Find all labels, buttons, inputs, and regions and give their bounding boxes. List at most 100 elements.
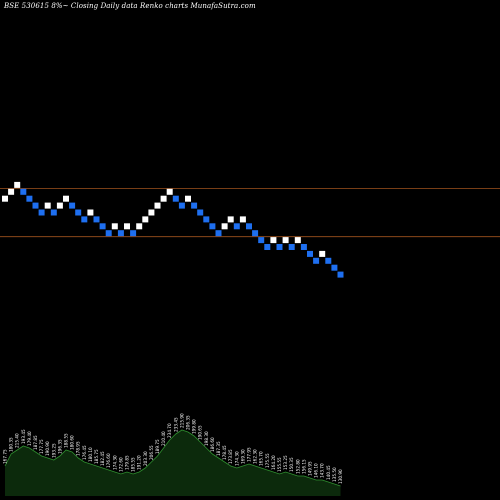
renko-brick-down (252, 230, 259, 237)
volume-label: 188.55 (64, 433, 69, 448)
renko-brick-up (111, 223, 118, 230)
renko-brick-down (246, 223, 252, 230)
volume-label: 176.60 (106, 453, 111, 468)
volume-label: 130.90 (338, 469, 343, 484)
volume-label: 196.35 (57, 439, 62, 454)
volume-label: 177.75 (39, 439, 44, 454)
renko-brick-down (313, 257, 320, 264)
price-level-lines (0, 187, 500, 238)
volume-label: 169.30 (240, 449, 245, 464)
renko-brick-up (63, 195, 69, 202)
renko-brick-up (227, 216, 234, 223)
volume-label: 149.95 (308, 461, 313, 476)
volume-label: 190.90 (45, 441, 50, 456)
volume-label: 206.55 (149, 445, 154, 460)
renko-brick-down (276, 244, 283, 250)
renko-brick-up (239, 216, 246, 223)
volume-label: 191.20 (137, 455, 142, 470)
volume-label: 187.35 (216, 441, 221, 456)
volume-label: 155.55 (277, 457, 282, 472)
renko-brick-down (172, 195, 179, 202)
volume-label: 162.30 (253, 449, 258, 464)
volume-label: 187.85 (33, 435, 38, 450)
volume-label: 185.55 (131, 457, 136, 472)
renko-brick-down (307, 250, 313, 257)
renko-brick-down (117, 230, 124, 237)
volume-label: 177.95 (247, 447, 252, 462)
volume-label: 206.35 (186, 415, 191, 430)
volume-label: 185.75 (94, 449, 99, 464)
renko-brick-up (44, 202, 51, 209)
renko-brick-down (209, 223, 216, 230)
volume-label: 165.70 (259, 451, 264, 466)
renko-brick-up (14, 181, 21, 188)
renko-brick-down (75, 209, 82, 216)
volume-label: 193.25 (51, 443, 56, 458)
volume-label: 143.70 (320, 463, 325, 478)
renko-brick-down (264, 244, 271, 250)
volume-label: 179.40 (27, 431, 32, 446)
renko-brick-down (26, 195, 33, 202)
volume-label: 193.45 (21, 429, 26, 444)
renko-brick-down (50, 209, 57, 216)
renko-brick-down (325, 257, 332, 264)
volume-area-fill (5, 430, 341, 496)
renko-brick-down (215, 230, 222, 237)
volume-label: 152.80 (295, 459, 300, 474)
renko-brick-up (142, 216, 149, 223)
renko-brick-down (105, 230, 112, 237)
renko-brick-down (20, 188, 27, 195)
renko-brick-down (258, 237, 265, 244)
renko-brick-down (81, 216, 88, 223)
volume-label: 178.95 (76, 441, 81, 456)
volume-label: 153.25 (283, 455, 288, 470)
volume-label: 150.35 (289, 457, 294, 472)
volume-label: 199.80 (192, 419, 197, 434)
renko-brick-up (2, 195, 8, 202)
renko-brick-down (191, 202, 198, 209)
volume-label: 233.45 (173, 417, 178, 432)
renko-brick-up (8, 188, 15, 195)
volume-label: 172.60 (118, 457, 123, 472)
volume-label: 164.20 (271, 455, 276, 470)
renko-brick-up (148, 209, 155, 216)
volume-label: 179.85 (125, 455, 130, 470)
renko-brick-down (99, 223, 106, 230)
renko-brick-up (185, 195, 191, 202)
renko-brick-up (282, 237, 289, 244)
renko-brick-up (166, 188, 173, 195)
volume-label: 175.55 (265, 453, 270, 468)
renko-brick-down (197, 209, 204, 216)
renko-brick-down (300, 244, 307, 250)
renko-brick-down (178, 202, 185, 209)
renko-brick-up (319, 250, 326, 257)
renko-brick-down (233, 223, 240, 230)
volume-label: 180.60 (70, 435, 75, 450)
renko-brick-up (160, 195, 167, 202)
renko-brick-down (38, 209, 45, 216)
renko-bricks (2, 181, 344, 278)
volume-label: 215.40 (15, 433, 20, 448)
volume-label: 234.70 (167, 423, 172, 438)
renko-brick-up (87, 209, 94, 216)
volume-label: 178.45 (222, 445, 227, 460)
volume-label: 189.75 (155, 439, 160, 454)
renko-brick-up (56, 202, 63, 209)
volume-label: 180.35 (9, 437, 14, 452)
volume-label: 140.45 (326, 465, 331, 480)
renko-brick-up (221, 223, 228, 230)
renko-brick-up (124, 223, 130, 230)
renko-brick-up (136, 223, 143, 230)
renko-brick-down (337, 271, 344, 278)
volume-label: 146.10 (314, 463, 319, 478)
renko-brick-down (130, 230, 137, 237)
volume-label: 198.30 (204, 431, 209, 446)
renko-brick-up (294, 237, 301, 244)
volume-label: 186.60 (210, 437, 215, 452)
volume-label: 203.30 (143, 451, 148, 466)
renko-brick-up (270, 237, 277, 244)
renko-brick-down (93, 216, 100, 223)
volume-label: 174.30 (112, 455, 117, 470)
